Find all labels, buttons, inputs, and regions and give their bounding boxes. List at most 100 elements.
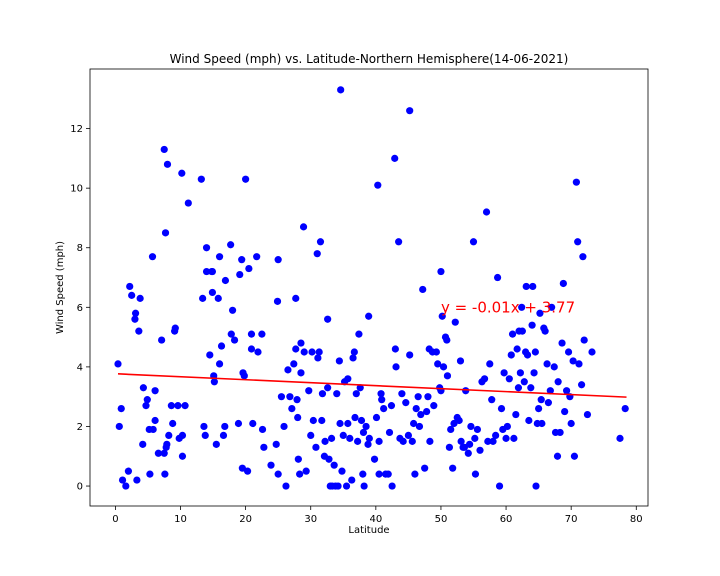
- data-point: [351, 413, 359, 422]
- data-point: [114, 360, 122, 368]
- data-point: [154, 449, 162, 457]
- data-point: [181, 402, 189, 410]
- data-point: [554, 378, 562, 386]
- data-point: [370, 455, 379, 463]
- data-point: [530, 369, 538, 377]
- data-point: [438, 312, 446, 320]
- data-point: [335, 357, 343, 365]
- data-point: [348, 476, 356, 484]
- data-point: [492, 431, 500, 439]
- data-point: [206, 351, 214, 359]
- data-point: [443, 336, 451, 344]
- x-tick-label: 50: [435, 514, 448, 525]
- data-point: [299, 223, 308, 231]
- data-point: [115, 422, 123, 431]
- data-point: [350, 348, 358, 356]
- data-point: [518, 303, 526, 311]
- data-point: [260, 443, 268, 451]
- data-point: [421, 464, 429, 472]
- data-point: [391, 345, 399, 353]
- data-point: [567, 419, 575, 428]
- data-point: [254, 348, 262, 356]
- data-point: [214, 294, 222, 302]
- data-point: [124, 467, 133, 475]
- data-point: [467, 422, 475, 431]
- data-point: [577, 381, 586, 389]
- x-tick-label: 10: [174, 514, 187, 525]
- data-point: [160, 449, 168, 457]
- data-point: [505, 375, 513, 383]
- data-point: [377, 390, 385, 398]
- data-point: [307, 431, 315, 439]
- regression-layer: [117, 373, 627, 398]
- data-point: [342, 482, 351, 490]
- data-point: [372, 413, 381, 422]
- data-point: [338, 467, 346, 475]
- data-point: [507, 351, 515, 359]
- data-point: [142, 402, 150, 410]
- x-axis: 0 10 20 30 40 50 60 70 80: [112, 506, 643, 525]
- data-point: [161, 470, 169, 478]
- data-point: [337, 86, 345, 94]
- data-point: [243, 467, 252, 475]
- data-point: [561, 407, 569, 416]
- data-point: [570, 452, 579, 460]
- data-point: [543, 360, 551, 368]
- data-point: [212, 440, 220, 448]
- x-tick-label: 30: [304, 514, 317, 525]
- data-point: [165, 431, 173, 439]
- data-point: [408, 437, 416, 445]
- data-point: [548, 303, 556, 311]
- data-point: [122, 482, 130, 490]
- data-point: [312, 443, 320, 451]
- data-point: [290, 360, 298, 368]
- data-point: [563, 387, 571, 395]
- regression-line: [117, 373, 627, 398]
- data-point: [208, 267, 217, 276]
- data-point: [365, 434, 373, 442]
- data-point: [388, 482, 396, 490]
- data-point: [160, 145, 168, 154]
- data-point: [535, 404, 543, 413]
- data-point: [354, 437, 362, 445]
- data-point: [464, 449, 472, 457]
- data-point: [294, 455, 302, 463]
- data-point: [333, 390, 341, 398]
- data-point: [522, 282, 530, 291]
- data-point: [274, 470, 282, 478]
- data-point: [258, 330, 266, 338]
- data-point: [171, 324, 179, 332]
- data-point: [398, 390, 406, 398]
- data-point: [364, 440, 372, 448]
- data-point: [228, 306, 237, 314]
- data-point: [406, 107, 414, 115]
- data-point: [410, 419, 418, 428]
- data-point: [217, 342, 226, 350]
- data-point: [344, 375, 352, 383]
- data-point: [324, 315, 332, 323]
- data-point: [423, 407, 431, 416]
- data-point: [227, 330, 235, 338]
- data-point: [126, 282, 134, 291]
- data-point: [277, 393, 286, 401]
- data-point: [284, 366, 292, 374]
- data-point: [621, 404, 629, 413]
- data-point: [202, 244, 211, 252]
- data-point: [201, 431, 209, 439]
- data-point: [588, 348, 596, 356]
- data-point: [616, 434, 624, 442]
- data-point: [484, 437, 492, 445]
- data-point: [272, 440, 280, 448]
- data-point: [536, 309, 544, 317]
- data-point: [514, 384, 523, 392]
- data-point: [572, 178, 580, 186]
- data-point: [384, 470, 392, 478]
- data-point: [455, 416, 463, 425]
- data-point: [117, 404, 125, 413]
- data-point: [282, 482, 290, 490]
- data-point: [513, 345, 521, 353]
- data-point: [253, 253, 261, 261]
- data-point: [238, 464, 246, 472]
- data-point: [221, 276, 230, 285]
